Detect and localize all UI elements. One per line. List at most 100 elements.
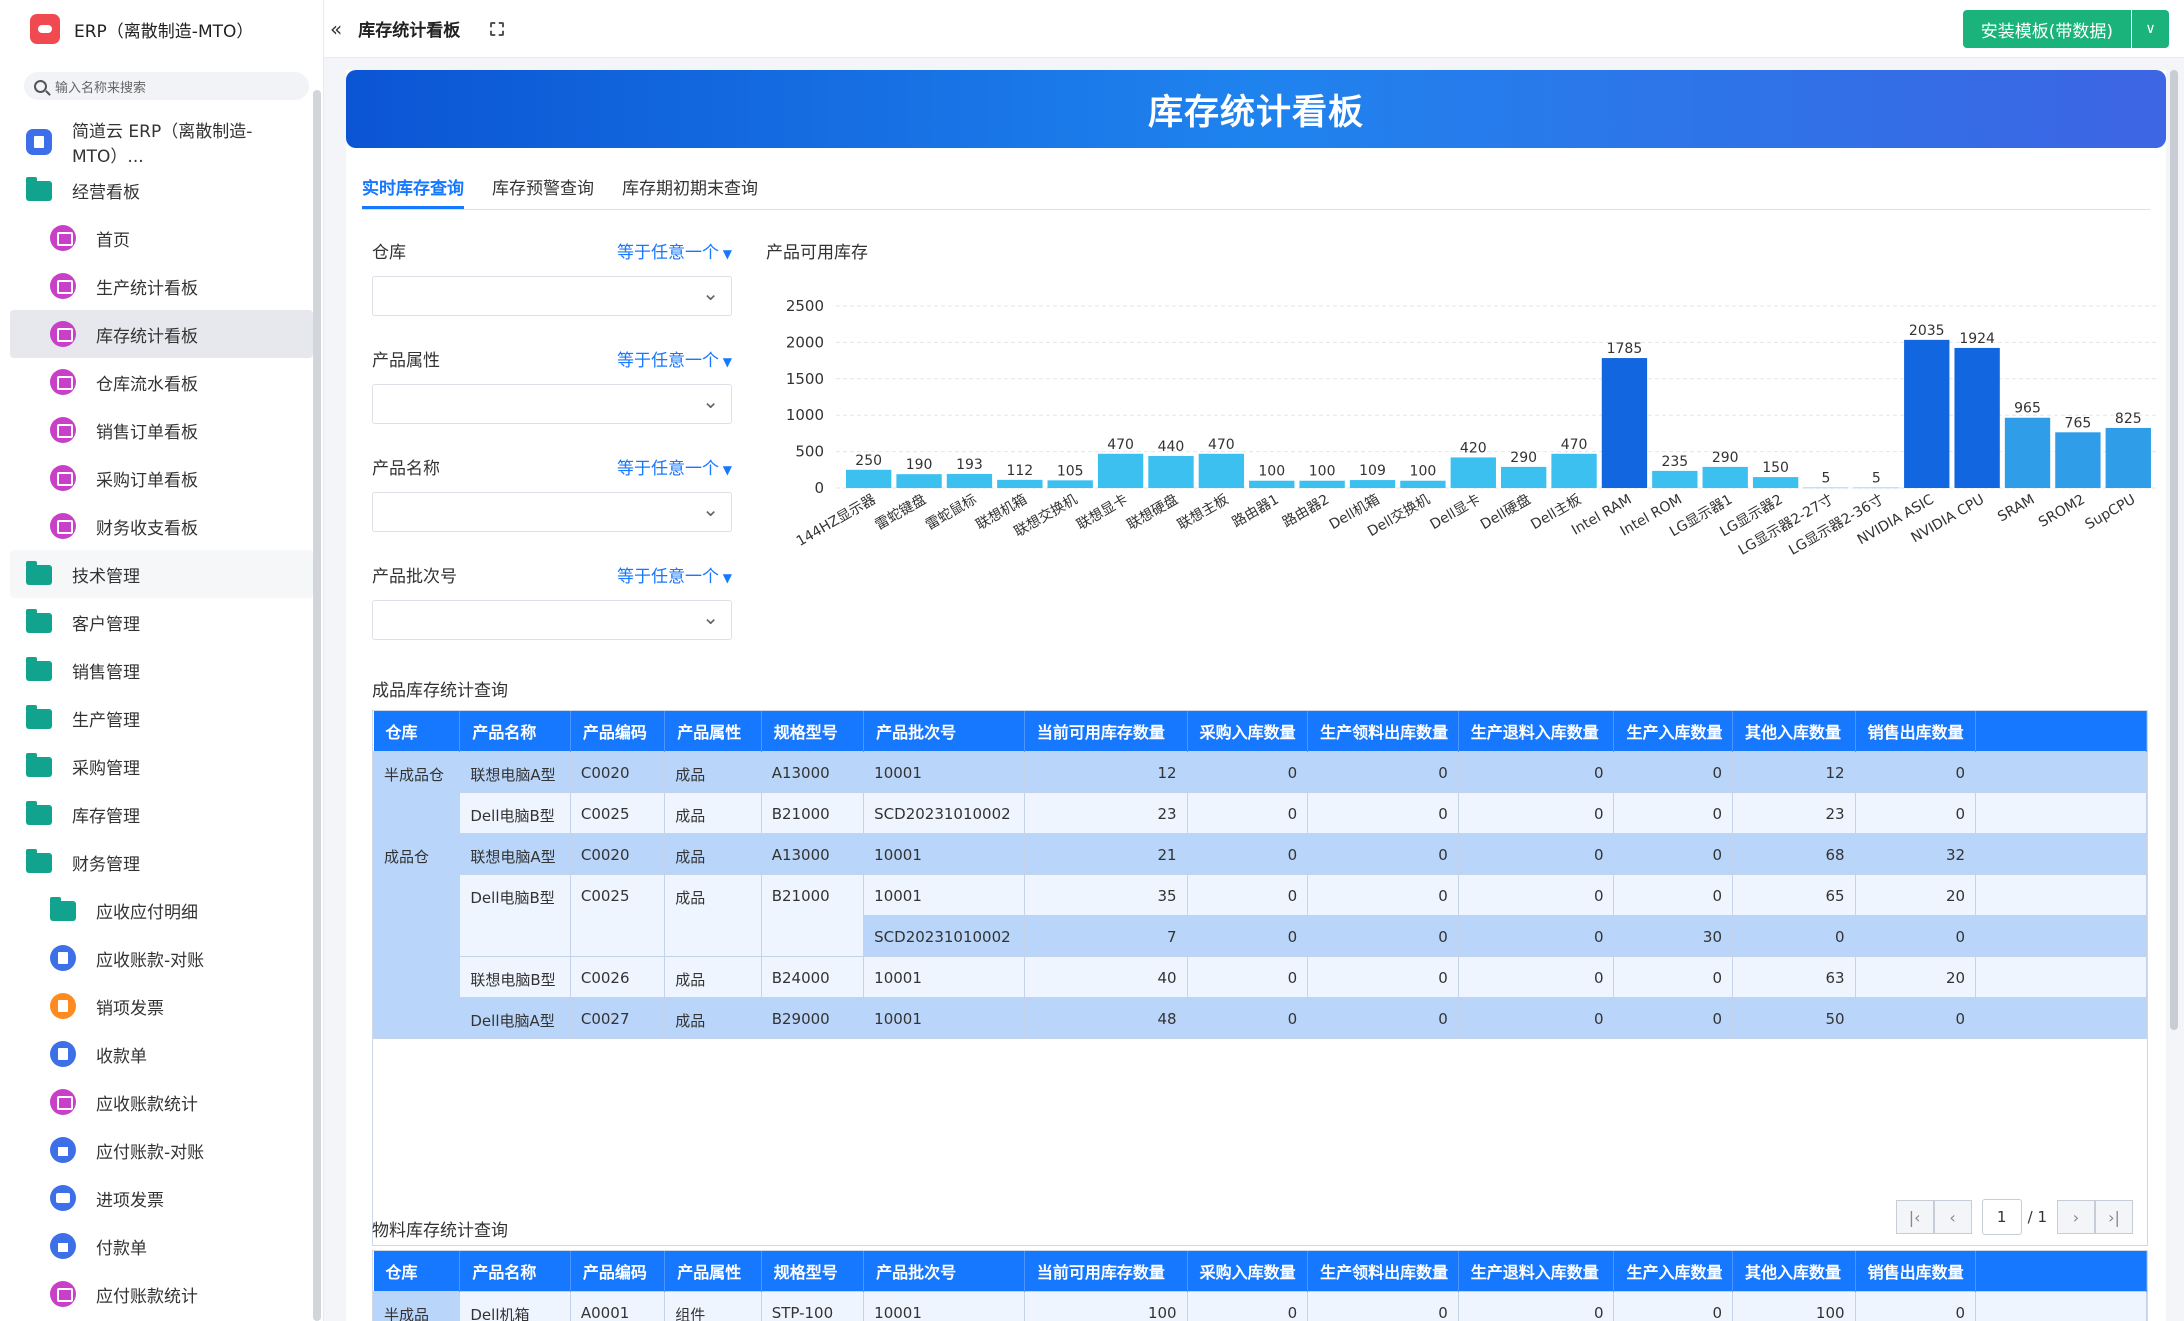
sidebar-item[interactable]: 技术管理 (10, 550, 313, 598)
table-row[interactable]: 半成品仓 联想电脑A型 C0020 成品 A13000 10001 12 0 0 0 0 12 0 (372, 750, 2147, 834)
column-header[interactable]: 规格型号 (761, 711, 865, 751)
warehouse-select[interactable] (372, 276, 732, 316)
batch-no-select[interactable] (372, 600, 732, 640)
column-header[interactable]: 当前可用库存数量 (1024, 1251, 1188, 1291)
cell-number: 0 (1186, 914, 1309, 957)
column-header[interactable]: 产品名称 (459, 1251, 571, 1291)
column-header[interactable]: 产品名称 (459, 711, 571, 751)
table-row[interactable]: SCD20231010002 7 0 0 0 30 0 0 (374, 914, 2147, 957)
column-header[interactable]: 产品编码 (570, 1251, 666, 1291)
cell-number: 0 (1307, 832, 1459, 875)
column-header[interactable]: 其他入库数量 (1732, 711, 1856, 751)
sidebar-item[interactable]: 简道云 ERP（离散制造-MTO）... (10, 118, 313, 167)
cell-spacer (1975, 955, 2147, 998)
cell-spec: B29000 (760, 996, 865, 1039)
table-row[interactable]: 成品仓 联想电脑A型 C0020 成品 A13000 10001 21 0 0 0 0 68 32 (372, 832, 2147, 1039)
sidebar-item[interactable]: 应收应付明细 (10, 886, 313, 934)
sidebar-item-label: 首页 (96, 230, 130, 251)
column-header[interactable]: 规格型号 (761, 1251, 865, 1291)
column-header[interactable]: 采购入库数量 (1187, 711, 1309, 751)
column-header[interactable]: 产品属性 (664, 1251, 762, 1291)
cell-number: 7 (1023, 914, 1188, 957)
column-header[interactable]: 产品编码 (570, 711, 666, 751)
filter-operator[interactable]: 等于任意一个 (617, 238, 732, 266)
page-input[interactable]: 1 (1981, 1199, 2022, 1235)
column-header[interactable]: 当前可用库存数量 (1024, 711, 1188, 751)
tab-period-stock[interactable]: 库存期初期末查询 (622, 179, 758, 199)
cell-number: 0 (1186, 873, 1309, 916)
table-row[interactable]: Dell电脑B型 C0025 成品 B21000 SCD20231010002 23 0 0 0… (374, 791, 2147, 834)
filter-batch-no: 产品批次号 等于任意一个 (372, 562, 732, 670)
column-header[interactable]: 生产入库数量 (1613, 1251, 1734, 1291)
main-scrollbar[interactable] (2170, 70, 2178, 1030)
column-header[interactable]: 销售出库数量 (1855, 1251, 1977, 1291)
sidebar-item[interactable]: 仓库流水看板 (10, 358, 313, 406)
chevron-down-icon[interactable]: ∨ (2131, 10, 2169, 48)
column-header[interactable]: 其他入库数量 (1732, 1251, 1856, 1291)
cell-number: 0 (1186, 750, 1309, 793)
filter-operator[interactable]: 等于任意一个 (617, 454, 732, 482)
cell-number: 30 (1613, 914, 1734, 957)
cell-number: 0 (1854, 996, 1977, 1039)
sidebar-item[interactable]: 库存统计看板 (10, 310, 313, 358)
sidebar-item[interactable]: 采购订单看板 (10, 454, 313, 502)
product-attr-select[interactable] (372, 384, 732, 424)
column-header[interactable]: 仓库 (373, 1251, 461, 1291)
sidebar-item[interactable]: 付款单 (10, 1222, 313, 1270)
prev-page-button[interactable]: ‹ (1933, 1200, 1972, 1234)
tab-stock-warning[interactable]: 库存预警查询 (492, 179, 594, 199)
column-header[interactable]: 销售出库数量 (1855, 711, 1977, 751)
sidebar-item[interactable]: 库存管理 (10, 790, 313, 838)
cell-number: 40 (1023, 955, 1188, 998)
sidebar-item[interactable]: 应付账款统计 (10, 1270, 313, 1318)
column-header[interactable]: 生产领料出库数量 (1307, 1251, 1459, 1291)
column-header[interactable]: 产品属性 (664, 711, 762, 751)
sidebar-item[interactable]: 收款单 (10, 1030, 313, 1078)
data-label: 5 (1872, 471, 1881, 487)
search-input[interactable]: 输入名称来搜索 (24, 72, 309, 100)
column-header[interactable]: 生产退料入库数量 (1458, 711, 1615, 751)
last-page-button[interactable]: ›| (2095, 1200, 2133, 1234)
sidebar-item[interactable]: 首页 (10, 214, 313, 262)
sidebar-item[interactable]: 生产管理 (10, 694, 313, 742)
tab-realtime-stock[interactable]: 实时库存查询 (362, 166, 464, 209)
table-row[interactable]: 半成品 Dell机箱 A0001 组件 STP-100 10001 100 0 0 0 0 100 0 (372, 1290, 2147, 1321)
column-header[interactable]: 生产退料入库数量 (1458, 1251, 1615, 1291)
install-template-button[interactable]: 安装模板(带数据) ∨ (1962, 10, 2169, 48)
first-page-button[interactable]: |‹ (1895, 1200, 1934, 1234)
next-page-button[interactable]: › (2057, 1200, 2095, 1234)
sidebar-item[interactable]: 经营看板 (10, 166, 313, 214)
collapse-sidebar-icon[interactable]: « (330, 16, 343, 41)
sidebar-item[interactable]: 应付账款-对账 (10, 1126, 313, 1174)
sidebar-item[interactable]: 应收账款统计 (10, 1078, 313, 1126)
column-header[interactable]: 产品批次号 (863, 1251, 1025, 1291)
install-template-label: 安装模板(带数据) (1980, 21, 2113, 42)
column-header[interactable]: 仓库 (373, 711, 461, 751)
sidebar-item[interactable]: 销项发票 (10, 982, 313, 1030)
cell-number: 0 (1854, 1290, 1977, 1321)
column-header[interactable]: 生产领料出库数量 (1307, 711, 1459, 751)
column-header[interactable]: 生产入库数量 (1613, 711, 1734, 751)
filter-operator[interactable]: 等于任意一个 (617, 562, 732, 590)
cell-product-name: 联想电脑A型 (459, 832, 571, 875)
table-row[interactable]: Dell电脑B型 C0025 成品 B21000 10001 35 0 0 0 0 65 20 (374, 873, 2147, 957)
filter-operator[interactable]: 等于任意一个 (617, 346, 732, 374)
sidebar-item[interactable]: 采购管理 (10, 742, 313, 790)
sidebar-scrollbar[interactable] (313, 90, 321, 1321)
sidebar-item[interactable]: 财务管理 (10, 838, 313, 886)
table-row[interactable]: 联想电脑B型 C0026 成品 B24000 10001 40 0 0 0 0 63 20 (374, 955, 2147, 998)
sidebar-item[interactable]: 财务收支看板 (10, 502, 313, 550)
sidebar-item[interactable]: 生产统计看板 (10, 262, 313, 310)
sidebar-item[interactable]: 应收账款-对账 (10, 934, 313, 982)
sidebar-item[interactable]: 客户管理 (10, 598, 313, 646)
table-row[interactable]: Dell电脑A型 C0027 成品 B29000 10001 48 0 0 0 0 50 0 (374, 996, 2147, 1039)
cell-spacer (1975, 996, 2147, 1039)
fullscreen-icon[interactable] (490, 21, 505, 36)
column-header[interactable]: 产品批次号 (863, 711, 1025, 751)
product-name-select[interactable] (372, 492, 732, 532)
sidebar-item[interactable]: 销售订单看板 (10, 406, 313, 454)
sidebar-item[interactable]: 销售管理 (10, 646, 313, 694)
sidebar-item[interactable]: 进项发票 (10, 1174, 313, 1222)
column-header[interactable]: 采购入库数量 (1187, 1251, 1309, 1291)
filter-label: 产品名称 (372, 459, 440, 479)
